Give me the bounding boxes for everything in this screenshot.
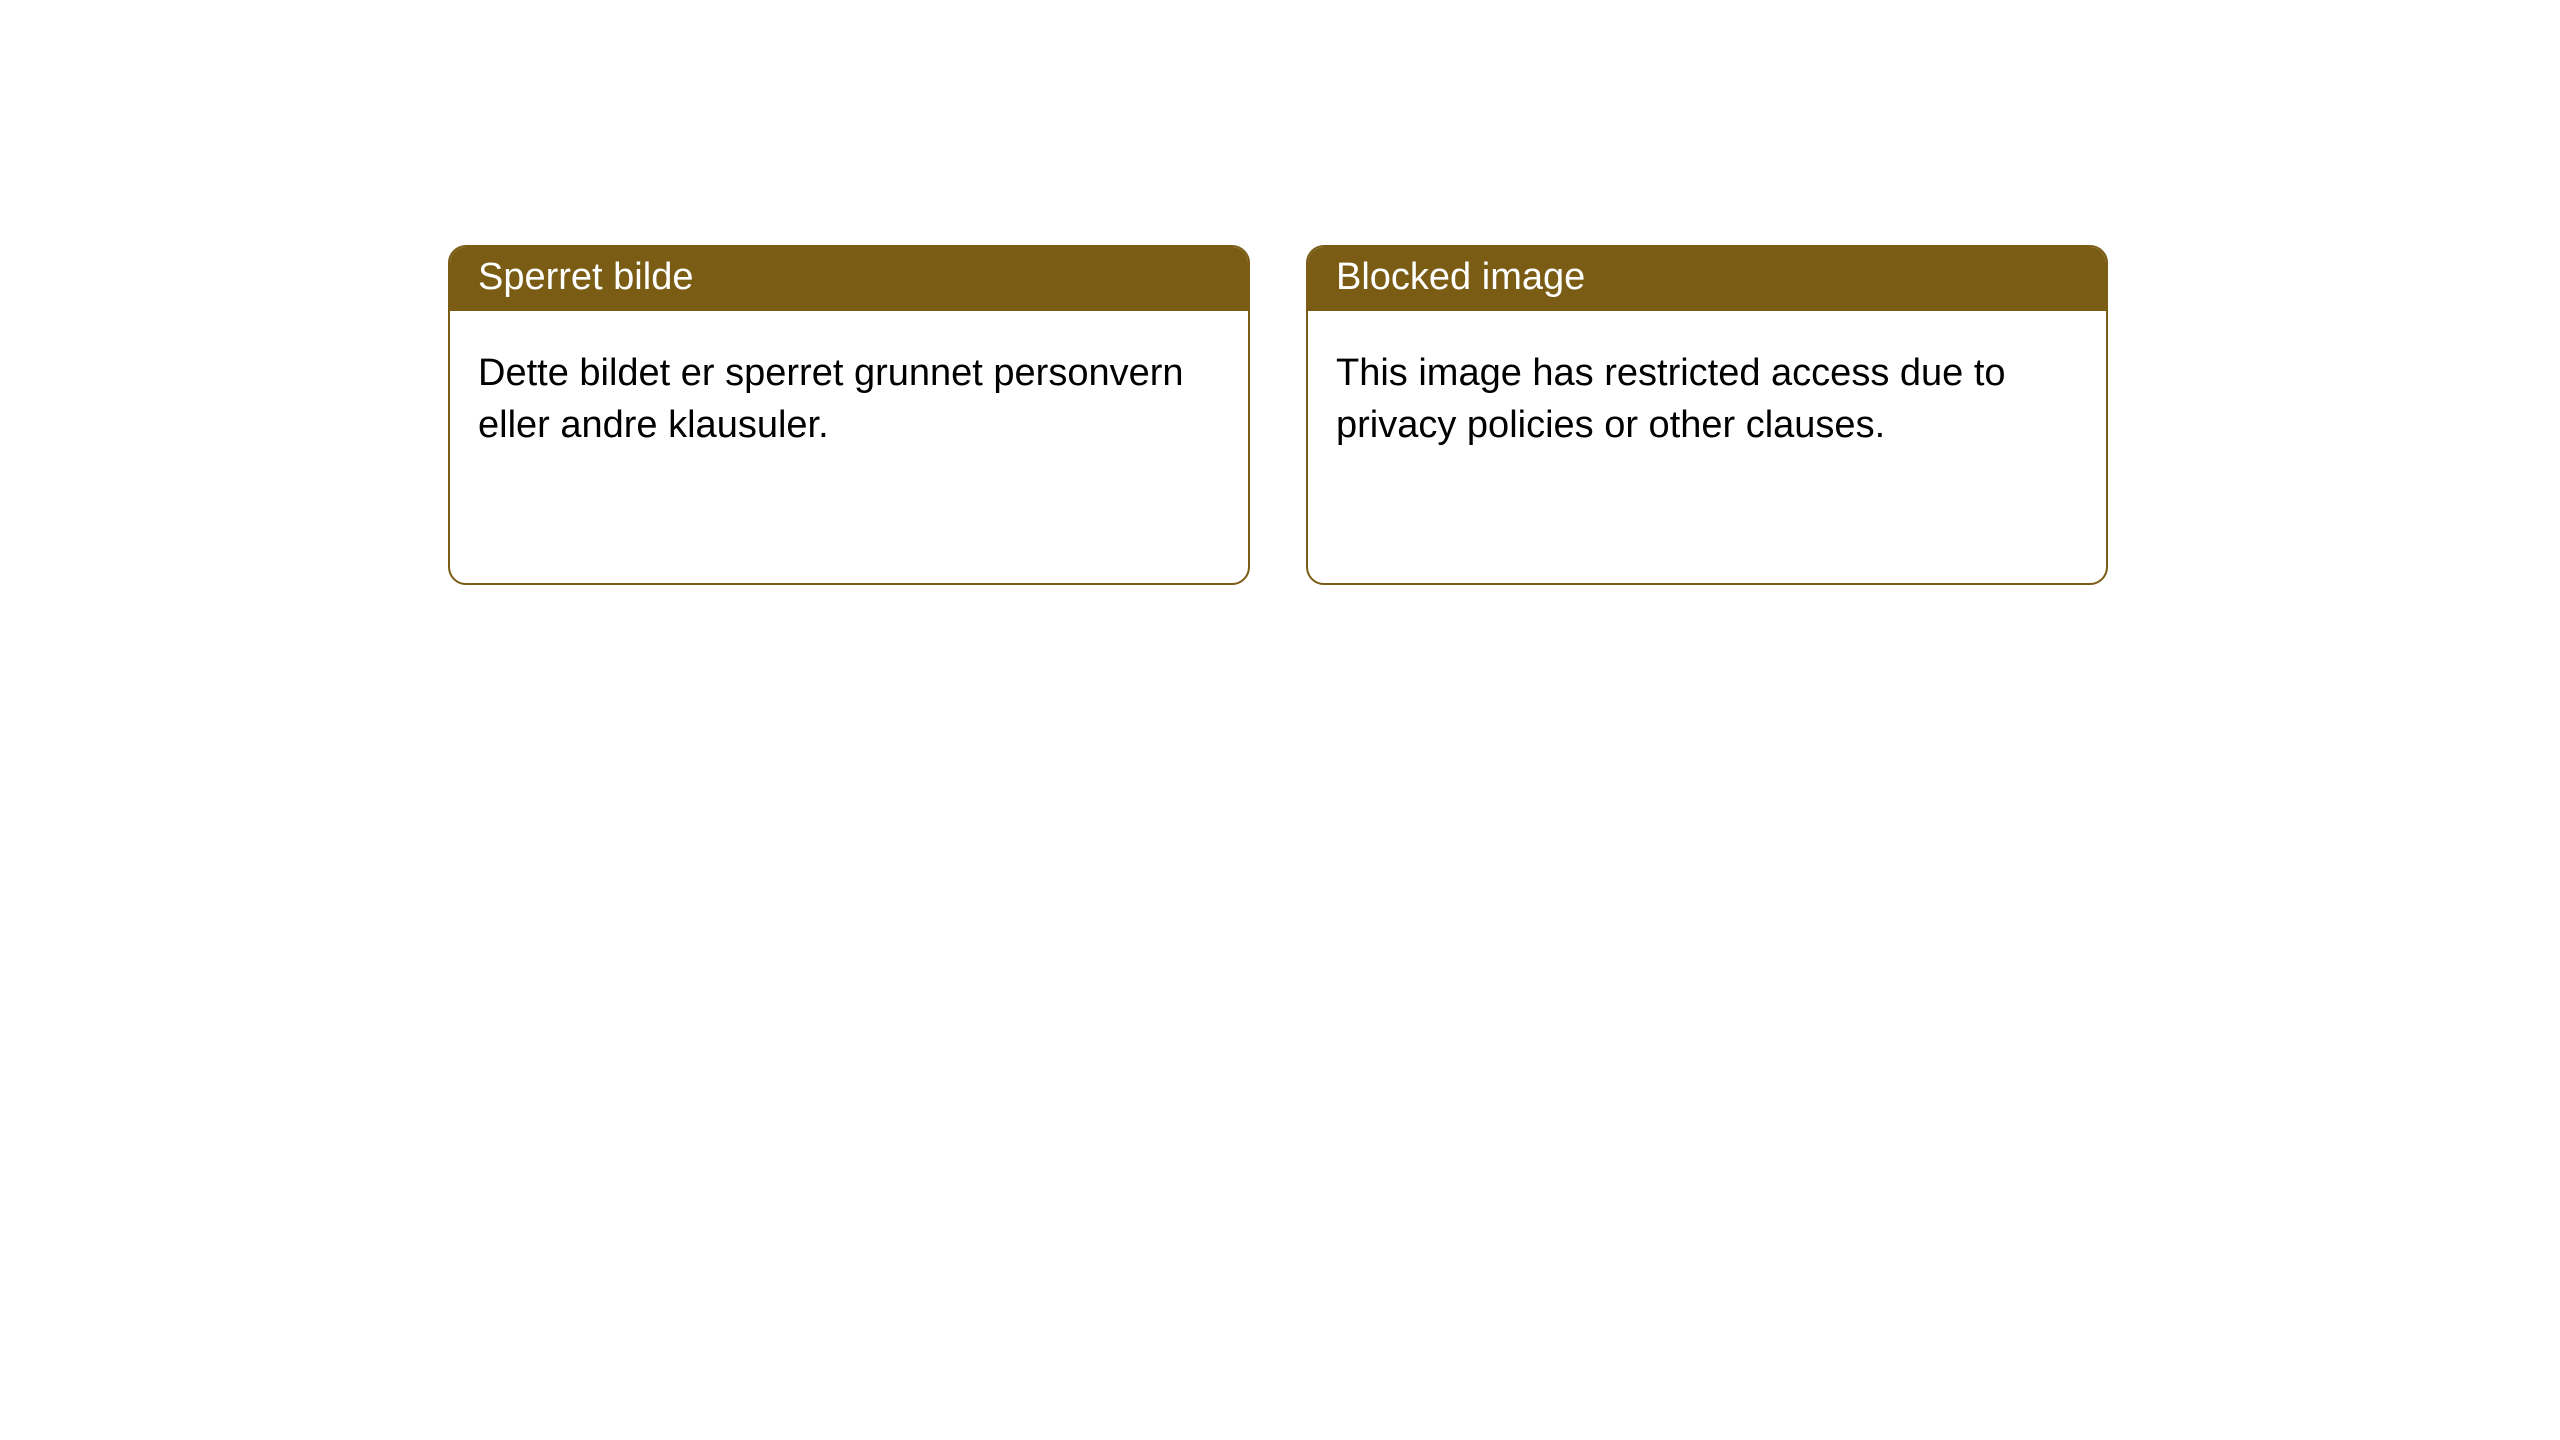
cards-container: Sperret bilde Dette bildet er sperret gr… [448,245,2560,585]
card-header-norwegian: Sperret bilde [450,247,1248,311]
card-english: Blocked image This image has restricted … [1306,245,2108,585]
card-body-english: This image has restricted access due to … [1308,311,2106,583]
card-body-norwegian: Dette bildet er sperret grunnet personve… [450,311,1248,583]
card-norwegian: Sperret bilde Dette bildet er sperret gr… [448,245,1250,585]
card-header-english: Blocked image [1308,247,2106,311]
card-body-text-norwegian: Dette bildet er sperret grunnet personve… [478,347,1220,452]
card-body-text-english: This image has restricted access due to … [1336,347,2078,452]
